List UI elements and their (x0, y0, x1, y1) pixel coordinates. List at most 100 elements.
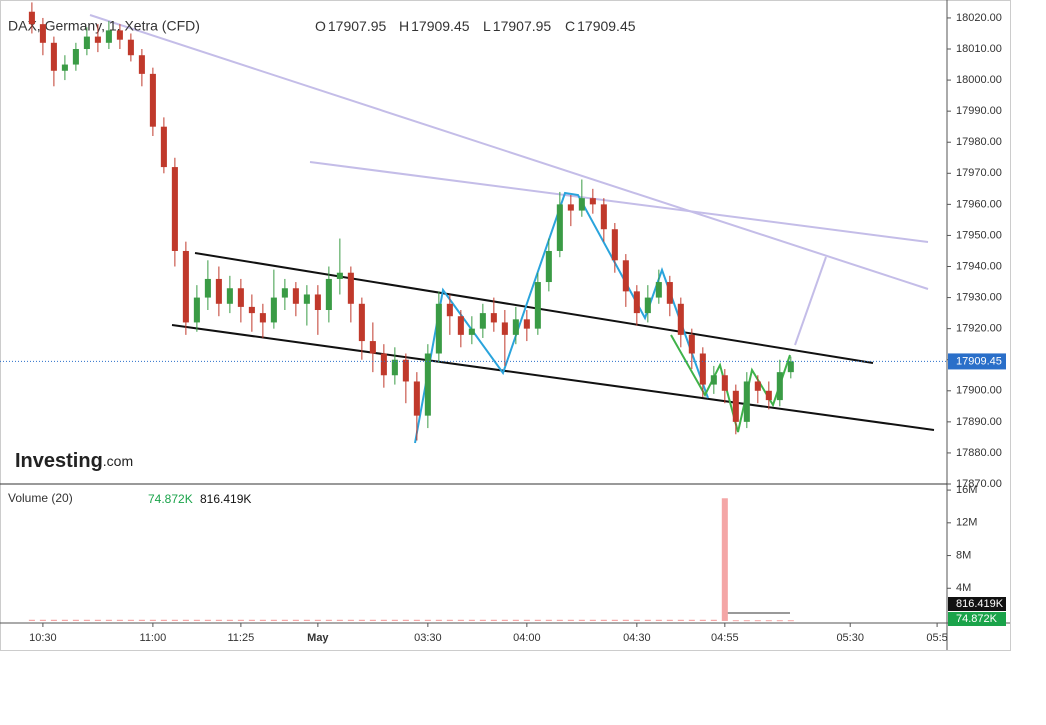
volume-bar (237, 619, 244, 621)
volume-bar (435, 619, 442, 621)
candle-body (204, 278, 211, 298)
candle-body (314, 294, 321, 311)
volume-bar (578, 619, 585, 621)
volume-bar (512, 619, 519, 621)
candle-body (226, 288, 233, 304)
volume-bar (677, 619, 684, 621)
candle-body (622, 260, 629, 292)
candle-body (479, 313, 486, 329)
y-tick-label: 17930.00 (956, 291, 1002, 303)
volume-bar (138, 619, 145, 621)
volume-bar (457, 619, 464, 621)
candle-body (50, 42, 57, 71)
volume-bar (743, 620, 750, 622)
volume-bar (83, 619, 90, 621)
x-tick-label: 05:5 (926, 632, 947, 644)
volume-bar (611, 619, 618, 621)
x-tick-label: 11:25 (228, 632, 255, 644)
volume-bar (303, 619, 310, 621)
candle-body (545, 250, 552, 283)
volume-bar (424, 619, 431, 621)
candle-body (699, 353, 706, 385)
candle-body (523, 319, 530, 329)
volume-bar (193, 619, 200, 621)
volume-bar (666, 619, 673, 621)
volume-bar (787, 620, 794, 622)
volume-ma-tag (948, 597, 1006, 611)
volume-bar (468, 619, 475, 621)
volume-bar (215, 619, 222, 621)
last-price-label: 17909.45 (956, 355, 1002, 367)
channel-line (171, 324, 935, 431)
candle-body (83, 36, 90, 50)
candle-body (336, 272, 343, 279)
x-tick-label: May (307, 632, 329, 644)
volume-bar (688, 619, 695, 621)
volume-bar (347, 619, 354, 621)
candle-body (666, 282, 673, 304)
last-price-tag (948, 353, 1006, 370)
candle-body (105, 30, 112, 43)
x-tick-label: 03:30 (414, 632, 442, 644)
candle-body (655, 282, 662, 298)
ohlc-value: 17909.45 (577, 18, 636, 34)
volume-bar (589, 619, 596, 621)
candle-body (754, 381, 761, 391)
candle-body (424, 353, 431, 416)
volume-bar (567, 619, 574, 621)
ohlc-key: C (565, 18, 575, 34)
x-tick-label: 05:30 (836, 632, 864, 644)
y-tick-label: 18010.00 (956, 43, 1002, 55)
candle-body (732, 390, 739, 422)
volume-bar (523, 619, 530, 621)
y-tick-label: 12M (956, 517, 977, 529)
candle-body (501, 322, 508, 335)
volume-bar (391, 619, 398, 621)
candle-body (237, 288, 244, 307)
candle-body (710, 375, 717, 385)
candle-body (358, 303, 365, 342)
candle-body (446, 303, 453, 317)
trend-line (309, 161, 929, 243)
volume-bar (501, 619, 508, 621)
volume-bar (446, 619, 453, 621)
candle-body (369, 341, 376, 354)
candle-body (94, 36, 101, 43)
y-tick-label: 18020.00 (956, 12, 1002, 24)
volume-bar (710, 619, 717, 621)
volume-bar (314, 619, 321, 621)
volume-bar (490, 619, 497, 621)
candle-body (600, 204, 607, 230)
candle-body (512, 319, 519, 335)
volume-bar (336, 619, 343, 621)
ohlc-key: H (399, 18, 409, 34)
candle-body (127, 39, 134, 56)
ohlc-value: 17907.95 (328, 18, 387, 34)
candle-body (457, 316, 464, 335)
candle-body (688, 334, 695, 354)
volume-bar (413, 619, 420, 621)
candle-body (149, 73, 156, 127)
candle-body (765, 390, 772, 401)
candle-body (776, 372, 783, 401)
candle-body (347, 272, 354, 304)
volume-bar (754, 620, 761, 622)
logo-suffix: .com (103, 453, 133, 469)
y-tick-label: 17890.00 (956, 416, 1002, 428)
candle-body (435, 303, 442, 354)
candle-body (743, 381, 750, 422)
volume-bar (534, 619, 541, 621)
volume-bar (72, 619, 79, 621)
volume-bar (204, 619, 211, 621)
volume-bar (556, 619, 563, 621)
volume-bar (369, 619, 376, 621)
volume-legend: 74.872K (148, 492, 193, 506)
volume-bar (182, 619, 189, 621)
volume-bar (644, 619, 651, 621)
candle-body (259, 313, 266, 323)
candle-body (468, 328, 475, 335)
volume-bar (39, 619, 46, 621)
volume-bar (94, 619, 101, 621)
candle-body (116, 30, 123, 40)
candle-body (567, 204, 574, 211)
